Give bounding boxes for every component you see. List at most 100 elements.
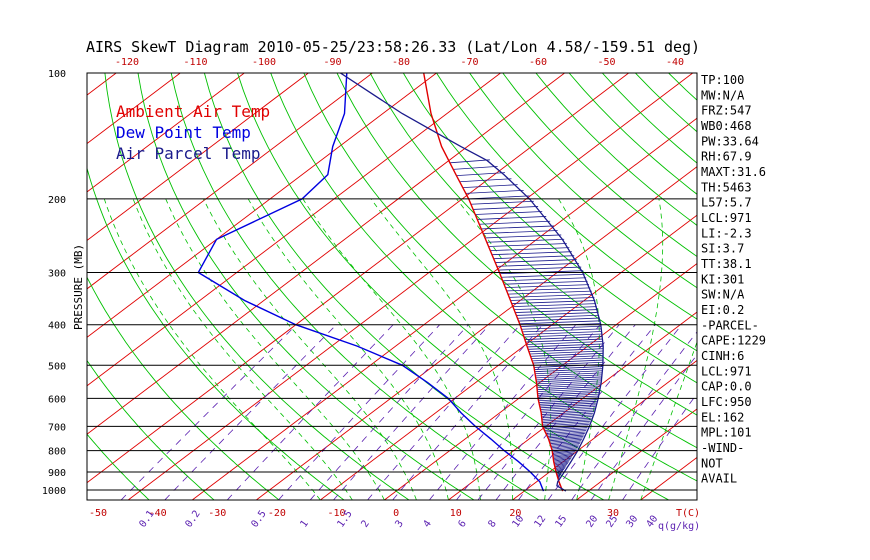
moist-adiabat-line [370, 198, 514, 500]
cape-hatch-line [553, 455, 573, 460]
cape-hatch-line [526, 341, 604, 345]
cape-hatch-line [550, 443, 580, 447]
dry-adiabat-line [170, 73, 540, 500]
dry-adiabat-line [502, 73, 697, 258]
dry-adiabat-line [369, 73, 697, 384]
cape-hatch-line [547, 434, 585, 439]
mixing-ratio-label: 4 [421, 518, 433, 529]
mixing-ratio-label: 6 [456, 518, 468, 529]
cape-hatch-line [517, 314, 600, 319]
mixing-ratio-label: 2 [359, 518, 371, 529]
cape-hatch-line [528, 345, 604, 350]
dry-adiabat-line [768, 73, 870, 500]
cape-hatch-line [449, 159, 490, 164]
dry-adiabat-line [336, 73, 697, 416]
cape-hatch-line [537, 388, 600, 392]
sounding-index-item: PW:33.64 [701, 134, 759, 148]
cape-hatch-line [453, 165, 498, 170]
cape-hatch-line [505, 284, 590, 288]
cape-hatch-line [524, 333, 603, 338]
cape-hatch-line [502, 277, 587, 282]
cape-hatch-line [491, 251, 572, 256]
cape-hatch-line [554, 460, 570, 465]
cape-hatch-line [528, 348, 604, 353]
pressure-tick-label: 200 [48, 195, 66, 206]
dry-adiabat-line [303, 73, 697, 449]
dry-adiabat-line [237, 73, 670, 500]
bottom-temp-tick: -30 [208, 508, 226, 519]
pressure-tick-label: 100 [48, 69, 66, 80]
pressure-tick-label: 800 [48, 447, 66, 458]
cape-hatch-line [488, 243, 567, 247]
cape-hatch-line [456, 172, 506, 177]
cape-hatch-line [537, 390, 600, 394]
cape-hatch-line [540, 407, 595, 412]
isotherm-line [0, 73, 52, 500]
mixing-ratio-label: 15 [553, 514, 569, 530]
dry-adiabat-line [87, 276, 280, 500]
sounding-index-item: LI:-2.3 [701, 226, 752, 240]
cape-hatch-line [525, 338, 603, 343]
cape-hatch-line [486, 238, 565, 243]
pressure-tick-label: 1000 [42, 486, 66, 497]
cape-hatch-line [522, 328, 602, 333]
cape-hatch-line [541, 416, 592, 420]
sounding-index-item: LFC:950 [701, 395, 752, 409]
cape-hatch-line [498, 266, 582, 271]
mixing-ratio-label: 8 [486, 518, 498, 529]
cape-hatch-line [554, 462, 569, 467]
mixing-ratio-line [429, 324, 577, 500]
cape-hatch-line [555, 467, 565, 472]
moist-adiabat-line [132, 198, 353, 500]
cape-hatch-line [459, 178, 512, 183]
cape-hatch-line [541, 411, 594, 415]
mixing-ratio-line [547, 324, 683, 500]
cape-hatch-line [552, 451, 576, 456]
cape-hatching [449, 159, 604, 480]
cape-hatch-line [479, 220, 551, 225]
bottom-temp-tick: 0 [393, 508, 399, 519]
sounding-index-item: -WIND- [701, 441, 744, 455]
sounding-index-item: SW:N/A [701, 288, 745, 302]
sounding-index-item: EL:162 [701, 410, 744, 424]
cape-hatch-line [548, 435, 584, 440]
pressure-tick-labels: 100 200 300 400 500 600 700 800 900 1000 [42, 69, 66, 497]
top-temp-tick: -100 [252, 57, 276, 68]
bottom-temp-tick: 10 [450, 508, 462, 519]
plot-frame [86, 72, 698, 501]
cape-hatch-line [538, 399, 598, 403]
isotherm-line [512, 359, 697, 500]
mixing-ratio-line [309, 324, 469, 500]
cape-hatch-line [542, 417, 592, 422]
cape-hatch-line [536, 376, 602, 381]
pressure-tick-label: 500 [48, 361, 66, 372]
isotherm-line [448, 311, 697, 500]
cape-hatch-line [518, 317, 600, 322]
cape-hatch-line [465, 189, 524, 194]
cape-hatch-line [556, 472, 562, 477]
sounding-index-item: TH:5463 [701, 180, 752, 194]
cape-hatch-line [521, 325, 602, 330]
cape-hatch-line [462, 184, 518, 189]
mixing-ratio-label: 30 [624, 514, 640, 530]
isotherm-line [87, 73, 501, 387]
sounding-index-item: SI:3.7 [701, 242, 744, 256]
cape-hatch-line [552, 452, 575, 457]
cape-hatch-line [470, 200, 534, 205]
sounding-index-item: MPL:101 [701, 426, 752, 440]
bottom-temp-tick: 30 [607, 508, 619, 519]
top-temp-tick: -90 [323, 57, 341, 68]
cape-hatch-line [531, 355, 604, 360]
cape-hatch-line [484, 234, 562, 239]
bottom-temperature-ticks: -50 -40 -30 -20 -10 0 10 20 30 [89, 508, 619, 519]
dry-adiabat-line [668, 73, 697, 101]
cape-hatch-line [512, 303, 597, 308]
cape-hatch-line [544, 427, 588, 431]
thermo-grid [0, 73, 870, 500]
cape-hatch-line [532, 359, 603, 364]
cape-hatch-line [553, 457, 572, 462]
chart-title: AIRS SkewT Diagram 2010-05-25/23:58:26.3… [86, 38, 700, 56]
mixing-ratio-label: 12 [532, 514, 548, 530]
bottom-temp-tick: -40 [149, 508, 167, 519]
cape-hatch-line [529, 350, 604, 355]
